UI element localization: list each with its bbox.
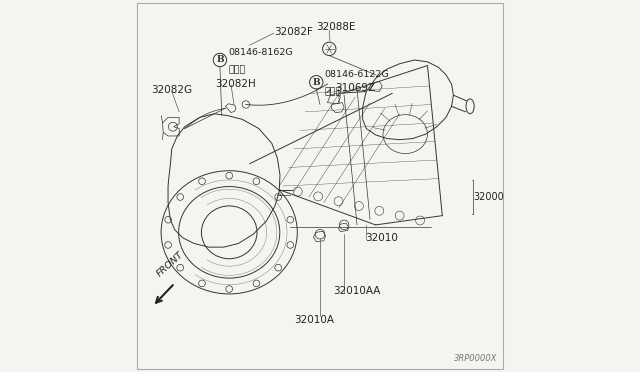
- Text: B: B: [312, 78, 320, 87]
- Text: 32010A: 32010A: [294, 315, 334, 325]
- Text: 08146-8162G: 08146-8162G: [228, 48, 292, 57]
- Text: 32082G: 32082G: [152, 86, 193, 95]
- Text: 32000: 32000: [474, 192, 504, 202]
- Text: 08146-6122G: 08146-6122G: [324, 70, 389, 79]
- Text: 32088E: 32088E: [316, 22, 356, 32]
- Text: B: B: [216, 55, 224, 64]
- Text: FRONT: FRONT: [155, 250, 185, 279]
- Text: 31069Z: 31069Z: [335, 83, 375, 93]
- Text: 32082H: 32082H: [216, 79, 256, 89]
- Text: 32010: 32010: [365, 233, 398, 243]
- Text: （１）: （１）: [228, 65, 245, 74]
- Text: 3RP0000X: 3RP0000X: [454, 354, 498, 363]
- Text: 32010AA: 32010AA: [333, 286, 380, 295]
- Text: 32082F: 32082F: [274, 27, 312, 37]
- Text: （１）: （１）: [324, 88, 342, 97]
